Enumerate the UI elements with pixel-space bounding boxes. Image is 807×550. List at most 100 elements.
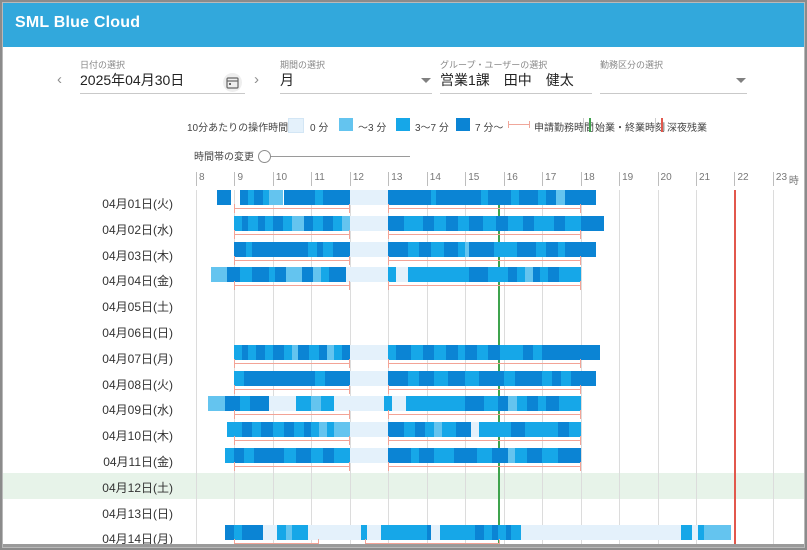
activity-segment[interactable] [388,344,396,360]
activity-segment[interactable] [547,267,560,283]
activity-segment[interactable] [240,396,250,412]
activity-segment[interactable] [296,396,312,412]
activity-segment[interactable] [436,190,481,205]
activity-segment[interactable] [565,190,596,205]
activity-segment[interactable] [405,396,466,412]
activity-segment[interactable] [326,422,335,438]
activity-segment[interactable] [388,215,404,231]
activity-segment[interactable] [446,344,458,360]
activity-segment[interactable] [692,525,698,541]
activity-segment[interactable] [505,525,512,541]
activity-segment[interactable] [328,267,346,283]
activity-segment[interactable] [484,525,493,541]
activity-segment[interactable] [515,370,543,386]
activity-segment[interactable] [247,215,258,231]
activity-segment[interactable] [403,215,423,231]
activity-segment[interactable] [311,448,323,463]
activity-segment[interactable] [484,396,498,412]
activity-segment[interactable] [217,190,231,205]
activity-segment[interactable] [317,241,323,257]
activity-segment[interactable] [349,344,389,360]
activity-segment[interactable] [557,241,566,257]
date-row-label[interactable]: 04月06日(日) [102,326,173,340]
activity-segment[interactable] [396,267,408,283]
activity-segment[interactable] [507,267,518,283]
date-row-label[interactable]: 04月08日(火) [102,377,173,392]
activity-segment[interactable] [503,370,516,386]
activity-segment[interactable] [517,267,525,283]
activity-segment[interactable] [247,344,256,360]
activity-segment[interactable] [511,525,521,541]
activity-segment[interactable] [269,396,296,412]
activity-segment[interactable] [286,267,302,283]
date-row-label[interactable]: 04月12日(土) [102,480,173,495]
activity-segment[interactable] [265,344,273,360]
activity-segment[interactable] [538,190,546,205]
activity-segment[interactable] [349,370,389,386]
activity-segment[interactable] [319,344,327,360]
activity-segment[interactable] [488,267,508,283]
activity-segment[interactable] [565,241,596,257]
activity-segment[interactable] [507,396,518,412]
filter-date-value[interactable]: 2025年04月30日 [80,72,185,88]
activity-segment[interactable] [434,344,446,360]
activity-segment[interactable] [524,267,533,283]
activity-segment[interactable] [261,422,273,438]
activity-segment[interactable] [319,422,327,438]
activity-segment[interactable] [478,370,504,386]
activity-segment[interactable] [532,267,541,283]
date-row-label[interactable]: 04月11日(金) [103,455,173,469]
filter-period-value[interactable]: 月 [280,72,294,88]
activity-segment[interactable] [311,396,321,412]
activity-segment[interactable] [569,422,581,438]
activity-segment[interactable] [282,215,293,231]
activity-segment[interactable] [522,215,535,231]
date-row-label[interactable]: 04月01日(火) [102,197,173,211]
activity-segment[interactable] [224,525,235,541]
activity-segment[interactable] [263,190,270,205]
activity-segment[interactable] [542,448,558,463]
activity-segment[interactable] [580,215,604,231]
activity-segment[interactable] [474,525,485,541]
activity-segment[interactable] [499,344,523,360]
activity-segment[interactable] [269,190,283,205]
activity-segment[interactable] [542,370,552,386]
activity-segment[interactable] [542,344,562,360]
activity-segment[interactable] [244,370,316,386]
activity-segment[interactable] [255,344,266,360]
activity-segment[interactable] [242,422,252,438]
activity-segment[interactable] [571,370,596,386]
activity-segment[interactable] [251,241,308,257]
activity-segment[interactable] [517,396,527,412]
date-row-label[interactable]: 04月03日(木) [102,248,173,263]
activity-segment[interactable] [234,525,243,541]
activity-segment[interactable] [342,215,350,231]
activity-segment[interactable] [565,215,581,231]
activity-segment[interactable] [211,267,227,283]
activity-segment[interactable] [465,396,485,412]
activity-segment[interactable] [561,344,600,360]
activity-segment[interactable] [284,422,295,438]
activity-segment[interactable] [326,344,335,360]
activity-segment[interactable] [469,215,483,231]
activity-segment[interactable] [396,344,412,360]
activity-segment[interactable] [534,215,554,231]
activity-segment[interactable] [519,190,539,205]
activity-segment[interactable] [526,448,543,463]
activity-segment[interactable] [313,215,323,231]
filter-group-user-value[interactable]: 営業1課 田中 健太 [440,72,574,88]
activity-segment[interactable] [457,344,466,360]
activity-segment[interactable] [334,344,343,360]
activity-segment[interactable] [349,190,389,205]
activity-segment[interactable] [297,344,310,360]
activity-segment[interactable] [559,396,581,412]
activity-segment[interactable] [292,215,304,231]
activity-segment[interactable] [334,422,350,438]
activity-segment[interactable] [488,344,500,360]
chevron-down-icon-work-type[interactable] [736,78,746,83]
activity-segment[interactable] [430,190,437,205]
activity-segment[interactable] [388,448,412,463]
activity-segment[interactable] [384,396,393,412]
activity-segment[interactable] [497,396,508,412]
activity-segment[interactable] [284,344,293,360]
